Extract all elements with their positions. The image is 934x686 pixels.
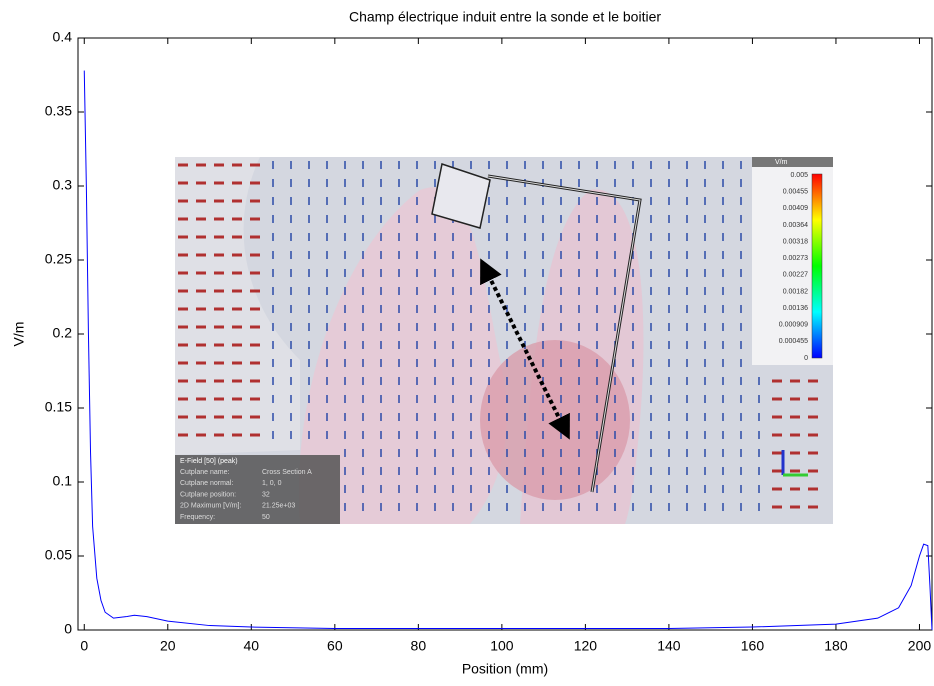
colorbar-label: 0.000909 (779, 322, 808, 329)
x-tick-label: 180 (824, 638, 848, 654)
y-tick-label: 0.15 (45, 399, 72, 415)
info-key: Cutplane name: (180, 469, 229, 476)
y-axis-label: V/m (11, 322, 27, 347)
bg-shape (175, 157, 300, 455)
colorbar-label: 0.000455 (779, 338, 808, 345)
x-tick-label: 80 (411, 638, 427, 654)
chart-title: Champ électrique induit entre la sonde e… (349, 9, 661, 25)
colorbar-label: 0 (804, 355, 808, 362)
y-tick-label: 0.1 (53, 473, 73, 489)
x-tick-label: 160 (741, 638, 765, 654)
x-tick-label: 60 (327, 638, 343, 654)
info-key: Cutplane normal: (180, 480, 233, 487)
colorbar-label: 0.00455 (783, 188, 808, 195)
body-shape (298, 187, 507, 524)
x-tick-label: 140 (657, 638, 681, 654)
y-tick-label: 0.2 (53, 325, 73, 341)
x-tick-label: 100 (490, 638, 514, 654)
info-key: 2D Maximum [V/m]: (180, 503, 242, 510)
probe-box (431, 163, 491, 229)
colorbar-label: 0.005 (790, 172, 808, 179)
y-tick-label: 0.4 (53, 29, 73, 45)
x-tick-label: 20 (160, 638, 176, 654)
y-tick-label: 0 (64, 621, 72, 637)
colorbar-title: V/m (775, 159, 788, 166)
info-key: Frequency: (180, 514, 215, 521)
simulation-image: V/m E-Field [50] (peak) 0.005 0.00455 0.00… (175, 157, 833, 524)
info-value: 21.25e+03 (262, 503, 295, 510)
x-axis-label: Position (mm) (462, 661, 548, 677)
info-value: 1, 0, 0 (262, 480, 282, 487)
colorbar-header (752, 157, 833, 167)
info-key: Cutplane position: (180, 491, 236, 498)
colorbar-label: 0.00136 (783, 305, 808, 312)
x-tick-label: 0 (80, 638, 88, 654)
probe-cable-inner (487, 175, 641, 493)
info-value: Cross Section A (262, 469, 312, 476)
colorbar-label: 0.00182 (783, 288, 808, 295)
y-tick-label: 0.05 (45, 547, 72, 563)
colorbar-label: 0.00273 (783, 255, 808, 262)
colorbar-label: 0.00318 (783, 238, 808, 245)
y-tick-label: 0.3 (53, 177, 73, 193)
info-title: E-Field [50] (peak) (180, 458, 238, 465)
data-line (83, 70, 933, 631)
y-tick-label: 0.35 (45, 103, 72, 119)
organ-shape (480, 340, 630, 500)
colorbar-label: 0.00409 (783, 205, 808, 212)
distance-arrow (480, 258, 570, 440)
colorbar-label: 0.00364 (783, 222, 808, 229)
info-panel (175, 455, 340, 524)
y-tick-label: 0.25 (45, 251, 72, 267)
x-tick-label: 40 (244, 638, 260, 654)
info-value: 50 (262, 514, 270, 521)
x-tick-label: 200 (908, 638, 932, 654)
info-value: 32 (262, 491, 270, 498)
colorbar (811, 173, 823, 359)
x-tick-label: 120 (574, 638, 598, 654)
colorbar-label: 0.00227 (783, 272, 808, 279)
